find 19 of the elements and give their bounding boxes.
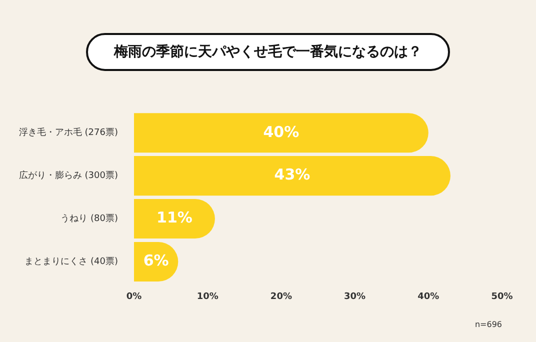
chart-title: 梅雨の季節に天パやくせ毛で一番気になるのは？ bbox=[86, 33, 450, 71]
x-tick-label: 20% bbox=[270, 292, 292, 302]
bar bbox=[134, 156, 450, 196]
y-tick-label: うねり (80票) bbox=[60, 214, 118, 224]
y-tick-label: 浮き毛・アホ毛 (276票) bbox=[18, 127, 118, 138]
data-label: 6% bbox=[143, 252, 169, 270]
data-label: 43% bbox=[274, 166, 310, 184]
text: n=696 bbox=[474, 320, 502, 329]
bar bbox=[134, 113, 428, 153]
data-label: 11% bbox=[156, 208, 192, 227]
y-tick-label: 広がり・膨らみ (300票) bbox=[18, 170, 118, 182]
x-tick-label: 10% bbox=[196, 292, 218, 302]
x-tick-label: 0% bbox=[126, 292, 142, 302]
x-tick-label: 50% bbox=[491, 292, 513, 302]
x-tick-label: 40% bbox=[418, 292, 440, 302]
data-label: 40% bbox=[263, 122, 300, 141]
x-tick-label: 30% bbox=[344, 292, 366, 302]
bar bbox=[134, 198, 215, 239]
y-tick-label: まとまりにくさ (40票) bbox=[24, 257, 118, 268]
